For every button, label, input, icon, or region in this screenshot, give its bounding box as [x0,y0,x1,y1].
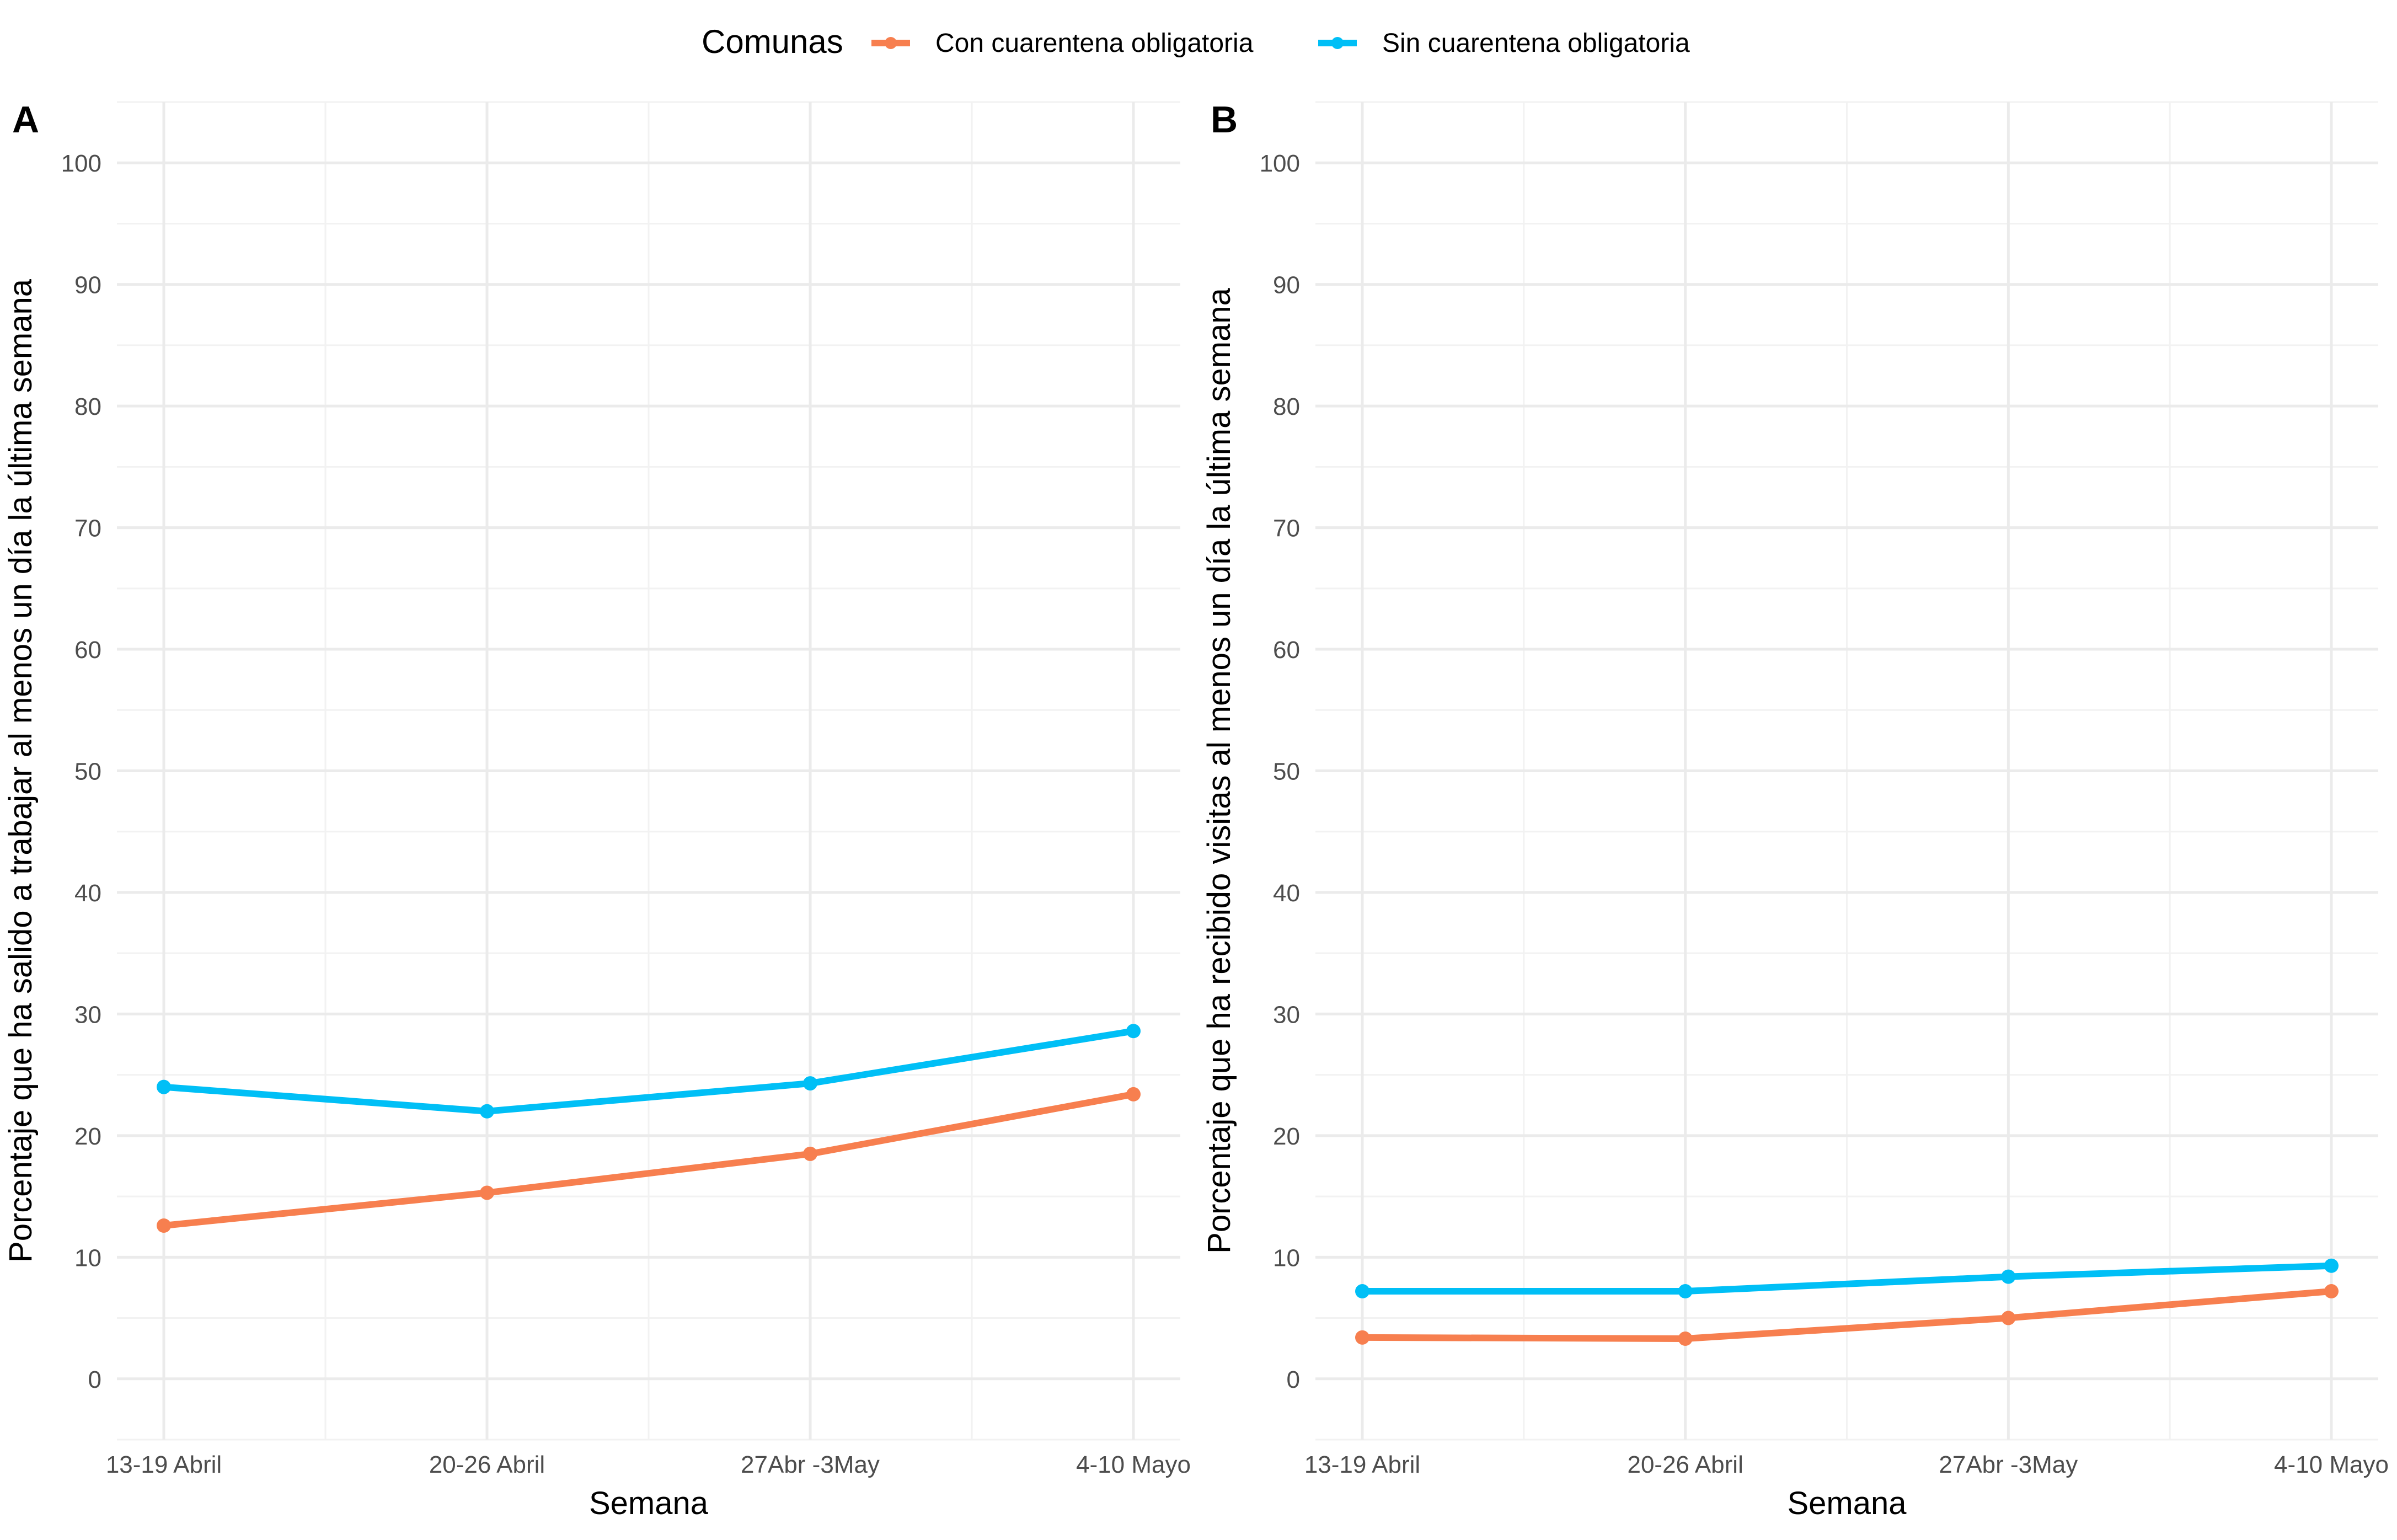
data-point [2324,1284,2339,1299]
data-point [1355,1330,1369,1345]
x-tick-label: 20-26 Abril [1627,1451,1743,1478]
y-tick-label: 20 [74,1123,101,1150]
series-line [160,1028,1137,1115]
data-point [803,1076,817,1091]
data-point [1678,1332,1693,1346]
series-line [160,1090,1137,1229]
legend-key-point [1331,37,1344,49]
y-tick-label: 70 [1273,515,1300,542]
x-axis-title: Semana [1787,1485,1907,1521]
y-tick-label: 80 [74,393,101,420]
y-tick-label: 100 [61,150,101,177]
data-point [1678,1284,1693,1299]
y-tick-label: 40 [1273,880,1300,907]
y-tick-label: 90 [1273,272,1300,299]
data-point [1355,1284,1369,1299]
y-tick-label: 60 [74,637,101,664]
series-line [1359,1262,2335,1295]
y-tick-label: 90 [74,272,101,299]
y-axis-title: Porcentaje que ha salido a trabajar al m… [3,279,39,1263]
series-sin-cuarentena [1355,1258,2339,1299]
y-tick-label: 60 [1273,637,1300,664]
y-tick-label: 80 [1273,393,1300,420]
x-tick-label: 27Abr -3May [741,1451,880,1478]
series-line [1359,1288,2335,1343]
y-tick-label: 50 [74,758,101,785]
data-point [2324,1258,2339,1273]
x-tick-label: 13-19 Abril [1304,1451,1420,1478]
y-tick-label: 40 [74,880,101,907]
y-tick-label: 0 [1287,1366,1300,1393]
x-tick-label: 20-26 Abril [429,1451,545,1478]
series-sin-cuarentena [157,1024,1141,1119]
legend-key-point [885,37,897,49]
y-tick-label: 10 [1273,1244,1300,1271]
data-point [1126,1087,1141,1101]
panel-tag: B [1211,99,1238,141]
x-tick-label: 13-19 Abril [106,1451,222,1478]
x-tick-label: 4-10 Mayo [2274,1451,2389,1478]
x-axis-title: Semana [589,1485,709,1521]
y-tick-label: 30 [74,1001,101,1028]
series-con-cuarentena [1355,1284,2339,1346]
data-point [2001,1311,2016,1325]
data-point [2001,1269,2016,1284]
series-con-cuarentena [157,1087,1141,1233]
y-tick-label: 20 [1273,1123,1300,1150]
panel-b: 0 10 20 30 40 50 60 70 80 90 100 13-19 Abril 20-26 A… [1201,99,2389,1521]
y-tick-label: 100 [1260,150,1300,177]
y-axis-title: Porcentaje que ha recibido visitas al me… [1201,287,1237,1253]
legend-title: Comunas [702,23,843,60]
x-tick-label: 4-10 Mayo [1076,1451,1191,1478]
data-point [480,1185,494,1200]
y-tick-label: 50 [1273,758,1300,785]
y-tick-label: 10 [74,1244,101,1271]
legend-item-label: Con cuarentena obligatoria [935,29,1254,58]
data-point [1126,1024,1141,1039]
panel-tag: A [12,99,39,141]
y-tick-label: 70 [74,515,101,542]
legend: Comunas Con cuarentena obligatoria Sin cua… [702,23,1690,60]
data-point [480,1104,494,1119]
data-point [157,1218,171,1233]
y-tick-label: 30 [1273,1001,1300,1028]
legend-item-label: Sin cuarentena obligatoria [1382,29,1690,58]
x-tick-label: 27Abr -3May [1939,1451,2078,1478]
data-point [157,1079,171,1094]
y-tick-label: 0 [88,1366,101,1393]
data-point [803,1146,817,1161]
panel-a: 0 10 20 30 40 50 60 70 80 90 100 13-19 Abril 20-26 A… [3,99,1191,1521]
